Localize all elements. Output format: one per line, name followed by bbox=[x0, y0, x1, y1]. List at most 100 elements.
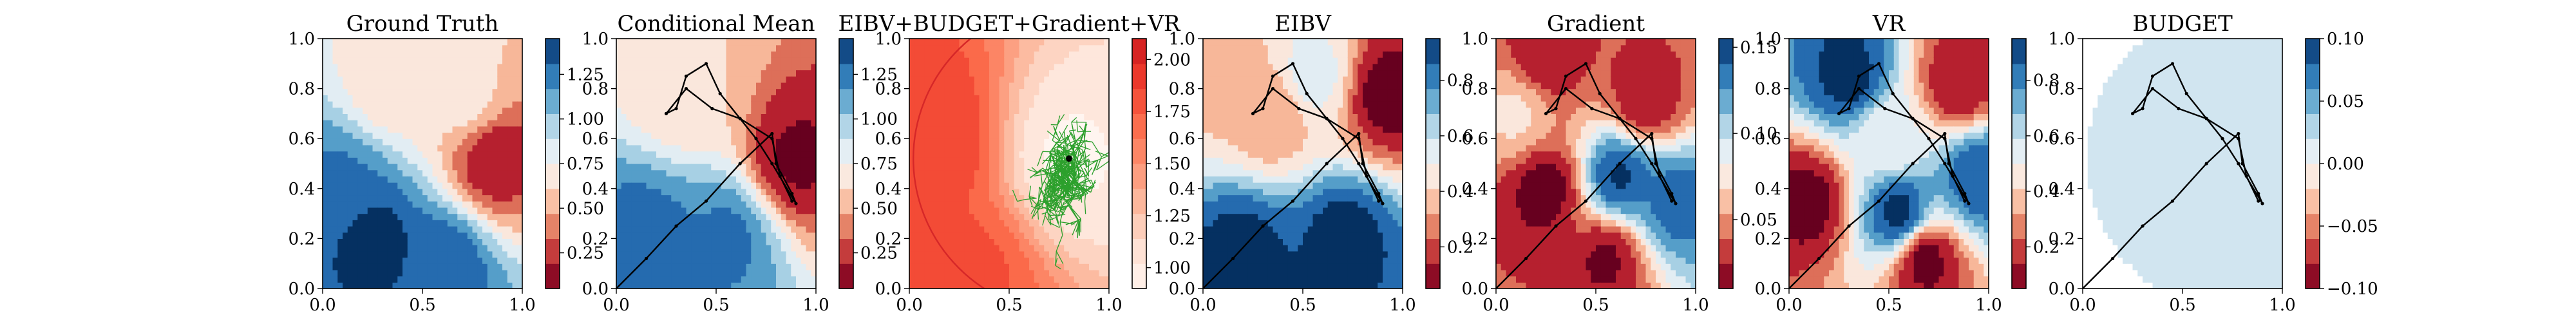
heatmap-cell bbox=[1079, 245, 1084, 252]
heatmap-cell bbox=[811, 101, 816, 108]
heatmap-cell bbox=[1104, 151, 1109, 158]
heatmap-cell bbox=[621, 144, 627, 152]
heatmap-cell bbox=[432, 188, 438, 196]
heatmap-cell bbox=[402, 51, 408, 58]
heatmap-cell bbox=[477, 157, 483, 164]
heatmap-cell bbox=[1029, 76, 1035, 83]
heatmap-cell bbox=[507, 44, 513, 52]
heatmap-cell bbox=[432, 57, 438, 64]
heatmap-cell bbox=[716, 269, 722, 277]
heatmap-cell bbox=[934, 82, 940, 90]
heatmap-cell bbox=[497, 164, 503, 171]
heatmap-cell bbox=[472, 57, 478, 64]
heatmap-cell bbox=[939, 120, 945, 127]
heatmap-cell bbox=[1089, 120, 1095, 127]
heatmap-cell bbox=[492, 82, 498, 90]
heatmap-cell bbox=[1069, 126, 1075, 133]
heatmap-cell bbox=[507, 169, 513, 176]
heatmap-cell bbox=[1009, 151, 1015, 158]
heatmap-cell bbox=[914, 263, 920, 270]
trajectory-point bbox=[778, 174, 782, 178]
heatmap-cell bbox=[671, 107, 677, 114]
heatmap-cell bbox=[482, 113, 488, 120]
heatmap-cell bbox=[736, 251, 742, 258]
heatmap-cell bbox=[706, 245, 712, 252]
heatmap-cell bbox=[691, 201, 697, 208]
heatmap-cell bbox=[507, 151, 513, 158]
heatmap-cell bbox=[791, 276, 797, 283]
heatmap-cell bbox=[457, 157, 463, 164]
heatmap-cell bbox=[796, 213, 802, 220]
heatmap-cell bbox=[919, 232, 925, 239]
heatmap-cell bbox=[726, 257, 732, 264]
heatmap-cell bbox=[646, 107, 652, 114]
heatmap-cell bbox=[323, 282, 328, 289]
heatmap-cell bbox=[1099, 269, 1104, 277]
heatmap-cell bbox=[397, 76, 403, 83]
heatmap-cell bbox=[984, 157, 990, 164]
heatmap-cell bbox=[721, 238, 727, 245]
heatmap-cell bbox=[482, 276, 488, 283]
heatmap-cell bbox=[402, 76, 408, 83]
heatmap-cell bbox=[781, 238, 787, 245]
heatmap-cell bbox=[914, 251, 920, 258]
heatmap-cell bbox=[731, 82, 737, 90]
heatmap-cell bbox=[974, 76, 980, 83]
heatmap-cell bbox=[934, 44, 940, 52]
heatmap-cell bbox=[959, 39, 965, 46]
heatmap-cell bbox=[696, 207, 702, 214]
heatmap-cell bbox=[457, 245, 463, 252]
heatmap-cell bbox=[402, 232, 408, 239]
heatmap-cell bbox=[800, 39, 807, 46]
heatmap-cell bbox=[969, 120, 975, 127]
heatmap-cell bbox=[452, 232, 458, 239]
heatmap-cell bbox=[1039, 70, 1045, 77]
heatmap-cell bbox=[427, 151, 433, 158]
heatmap-cell bbox=[666, 164, 672, 171]
heatmap-cell bbox=[337, 39, 343, 46]
heatmap-cell bbox=[442, 70, 448, 77]
heatmap-cell bbox=[337, 194, 343, 202]
heatmap-cell bbox=[751, 201, 757, 208]
heatmap-cell bbox=[432, 63, 438, 71]
heatmap-cell bbox=[909, 144, 915, 152]
heatmap-cell bbox=[934, 126, 940, 133]
heatmap-cell bbox=[1004, 120, 1010, 127]
heatmap-cell bbox=[372, 263, 378, 270]
heatmap-cell bbox=[701, 182, 707, 189]
heatmap-cell bbox=[332, 207, 338, 214]
heatmap-cell bbox=[472, 120, 478, 127]
heatmap-cell bbox=[1004, 157, 1010, 164]
heatmap-cell bbox=[969, 101, 975, 108]
heatmap-cell bbox=[1004, 107, 1010, 114]
heatmap-cell bbox=[507, 201, 513, 208]
heatmap-cell bbox=[751, 113, 757, 120]
heatmap-cell bbox=[1019, 188, 1025, 196]
heatmap-cell bbox=[914, 39, 920, 46]
heatmap-cell bbox=[377, 220, 383, 227]
heatmap-cell bbox=[711, 282, 717, 289]
heatmap-cell bbox=[984, 120, 990, 127]
heatmap-cell bbox=[806, 263, 811, 270]
heatmap-cell bbox=[781, 76, 787, 83]
heatmap-cell bbox=[651, 107, 657, 114]
heatmap-cell bbox=[621, 257, 627, 264]
heatmap-cell bbox=[323, 76, 328, 83]
heatmap-cell bbox=[914, 82, 920, 90]
heatmap-cell bbox=[716, 51, 722, 58]
heatmap-cell bbox=[934, 113, 940, 120]
heatmap-cell bbox=[1089, 257, 1095, 264]
heatmap-cell bbox=[761, 207, 767, 214]
heatmap-cell bbox=[1104, 201, 1109, 208]
heatmap-cell bbox=[746, 39, 752, 46]
heatmap-cell bbox=[914, 238, 920, 245]
heatmap-cell bbox=[949, 245, 955, 252]
heatmap-cell bbox=[631, 144, 637, 152]
heatmap-cell bbox=[974, 63, 980, 71]
heatmap-cell bbox=[711, 126, 717, 133]
heatmap-cell bbox=[512, 113, 518, 120]
heatmap-cell bbox=[621, 276, 627, 283]
heatmap-cell bbox=[661, 151, 667, 158]
heatmap-cell bbox=[327, 63, 334, 71]
heatmap-cell bbox=[323, 257, 328, 264]
